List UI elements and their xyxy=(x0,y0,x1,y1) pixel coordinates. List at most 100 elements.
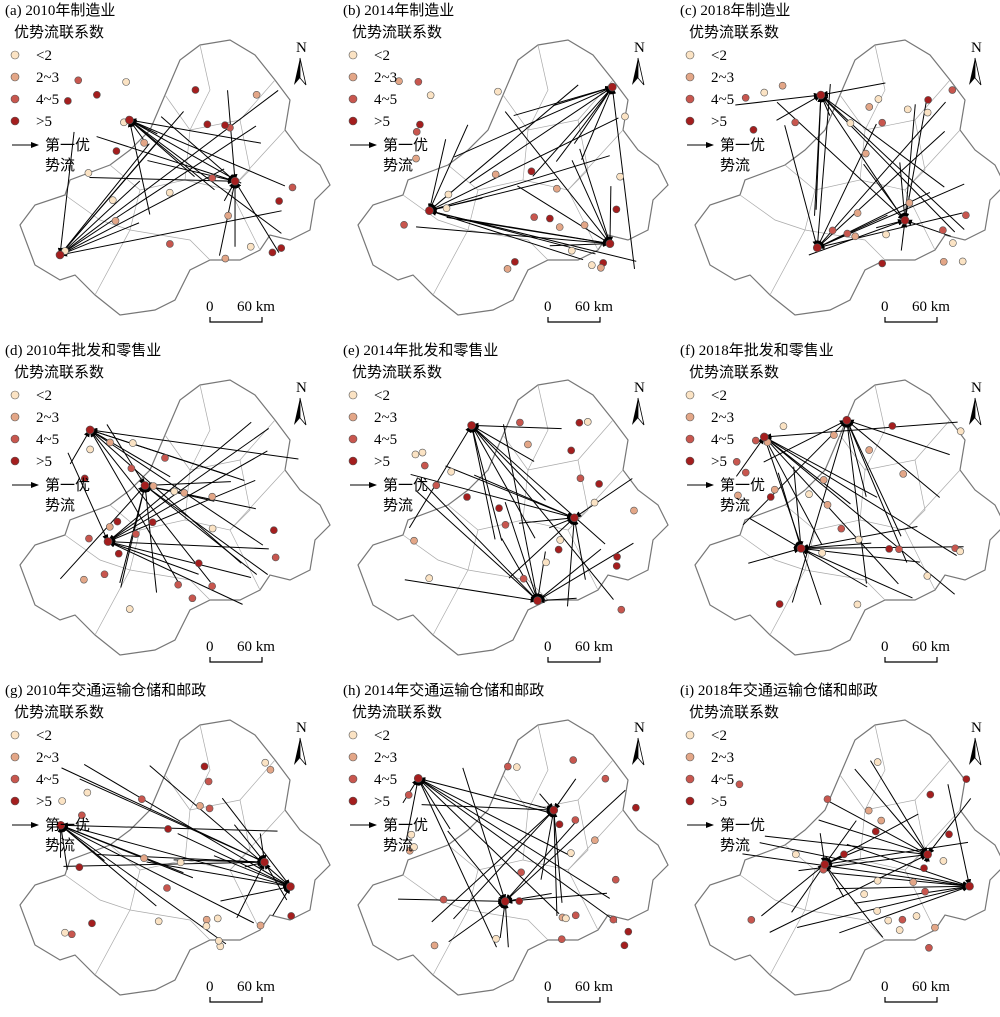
node-dot xyxy=(568,447,575,454)
legend-swatch xyxy=(686,457,694,465)
node-dot xyxy=(257,922,264,929)
legend-swatch xyxy=(349,797,357,805)
node-dot xyxy=(949,87,956,94)
node-dot xyxy=(166,189,173,196)
legend-swatch xyxy=(11,775,19,783)
north-arrow xyxy=(294,58,300,85)
node-dot xyxy=(278,245,285,252)
node-dot xyxy=(570,757,577,764)
node-dot xyxy=(962,212,969,219)
node-dot xyxy=(904,106,911,113)
legend-title: 优势流联系数 xyxy=(689,24,779,41)
node-dot xyxy=(415,78,422,85)
node-dot xyxy=(957,428,964,435)
node-dot xyxy=(189,595,196,602)
legend-label: <2 xyxy=(36,48,52,64)
legend-label: <2 xyxy=(374,728,390,744)
legend-label: 2~3 xyxy=(36,410,59,426)
node-dot xyxy=(106,523,113,530)
node-dot xyxy=(625,928,632,935)
scale-bar xyxy=(210,657,262,662)
node-dot xyxy=(588,262,595,269)
node-dot xyxy=(820,476,827,483)
north-arrow xyxy=(632,58,638,85)
node-dot xyxy=(895,546,902,553)
node-dot xyxy=(878,817,885,824)
node-dot xyxy=(445,191,452,198)
region-outline xyxy=(358,380,668,655)
node-dot xyxy=(577,475,584,482)
node-dot xyxy=(610,916,617,923)
north-label: N xyxy=(971,40,982,56)
node-dot xyxy=(819,549,826,556)
node-dot xyxy=(494,88,501,95)
node-dot xyxy=(752,437,759,444)
node-dot xyxy=(748,916,755,923)
node-dot xyxy=(767,494,774,501)
panel-title: (e) 2014年批发和零售业 xyxy=(343,342,498,359)
node-dot xyxy=(779,82,786,89)
scale-length: 60 km xyxy=(575,639,613,655)
node-dot xyxy=(270,527,277,534)
node-dot xyxy=(824,501,831,508)
node-dot xyxy=(596,480,603,487)
hub-dot xyxy=(760,433,768,441)
hub-dot xyxy=(843,416,851,424)
legend-label: <2 xyxy=(711,388,727,404)
node-dot xyxy=(621,113,628,120)
legend-label: 4~5 xyxy=(711,772,734,788)
node-dot xyxy=(192,86,199,93)
node-dot xyxy=(141,855,148,862)
node-dot xyxy=(874,907,881,914)
hub-dot xyxy=(901,216,909,224)
legend-title: 优势流联系数 xyxy=(14,24,104,41)
node-dot xyxy=(854,210,861,217)
hub-dot xyxy=(501,897,509,905)
legend-swatch xyxy=(349,117,357,125)
node-dot xyxy=(806,491,813,498)
node-dot xyxy=(171,488,178,495)
node-dot xyxy=(567,850,574,857)
node-dot xyxy=(128,465,135,472)
legend-label: >5 xyxy=(711,794,727,810)
north-label: N xyxy=(971,720,982,736)
legend-swatch xyxy=(349,51,357,59)
north-arrow xyxy=(294,398,300,425)
node-dot xyxy=(776,601,783,608)
node-dot xyxy=(940,258,947,265)
node-dot xyxy=(93,91,100,98)
node-dot xyxy=(614,553,621,560)
node-dot xyxy=(618,606,625,613)
node-dot xyxy=(504,763,511,770)
node-dot xyxy=(109,197,116,204)
node-dot xyxy=(112,217,119,224)
scale-zero: 0 xyxy=(881,299,889,315)
legend-label: <2 xyxy=(374,48,390,64)
node-dot xyxy=(621,942,628,949)
scale-bar xyxy=(548,317,600,322)
node-dot xyxy=(632,804,639,811)
legend-arrow-label: 第一优 xyxy=(45,816,90,834)
node-dot xyxy=(925,944,932,951)
legend-swatch xyxy=(11,731,19,739)
node-dot xyxy=(209,583,216,590)
north-label: N xyxy=(296,40,307,56)
node-dot xyxy=(852,233,859,240)
north-arrow-half xyxy=(300,58,306,85)
node-dot xyxy=(886,545,893,552)
legend-arrow-label: 势流 xyxy=(383,497,413,514)
hub-dot xyxy=(817,91,825,99)
legend-label: >5 xyxy=(711,454,727,470)
node-dot xyxy=(493,935,500,942)
legend-title: 优势流联系数 xyxy=(352,364,442,381)
node-dot xyxy=(511,258,518,265)
node-dot xyxy=(584,418,591,425)
node-dot xyxy=(889,422,896,429)
hub-dot xyxy=(608,83,616,91)
node-dot xyxy=(963,776,970,783)
legend-label: 4~5 xyxy=(374,92,397,108)
node-dot xyxy=(558,936,565,943)
node-dot xyxy=(195,560,202,567)
node-dot xyxy=(126,606,133,613)
node-dot xyxy=(518,869,525,876)
